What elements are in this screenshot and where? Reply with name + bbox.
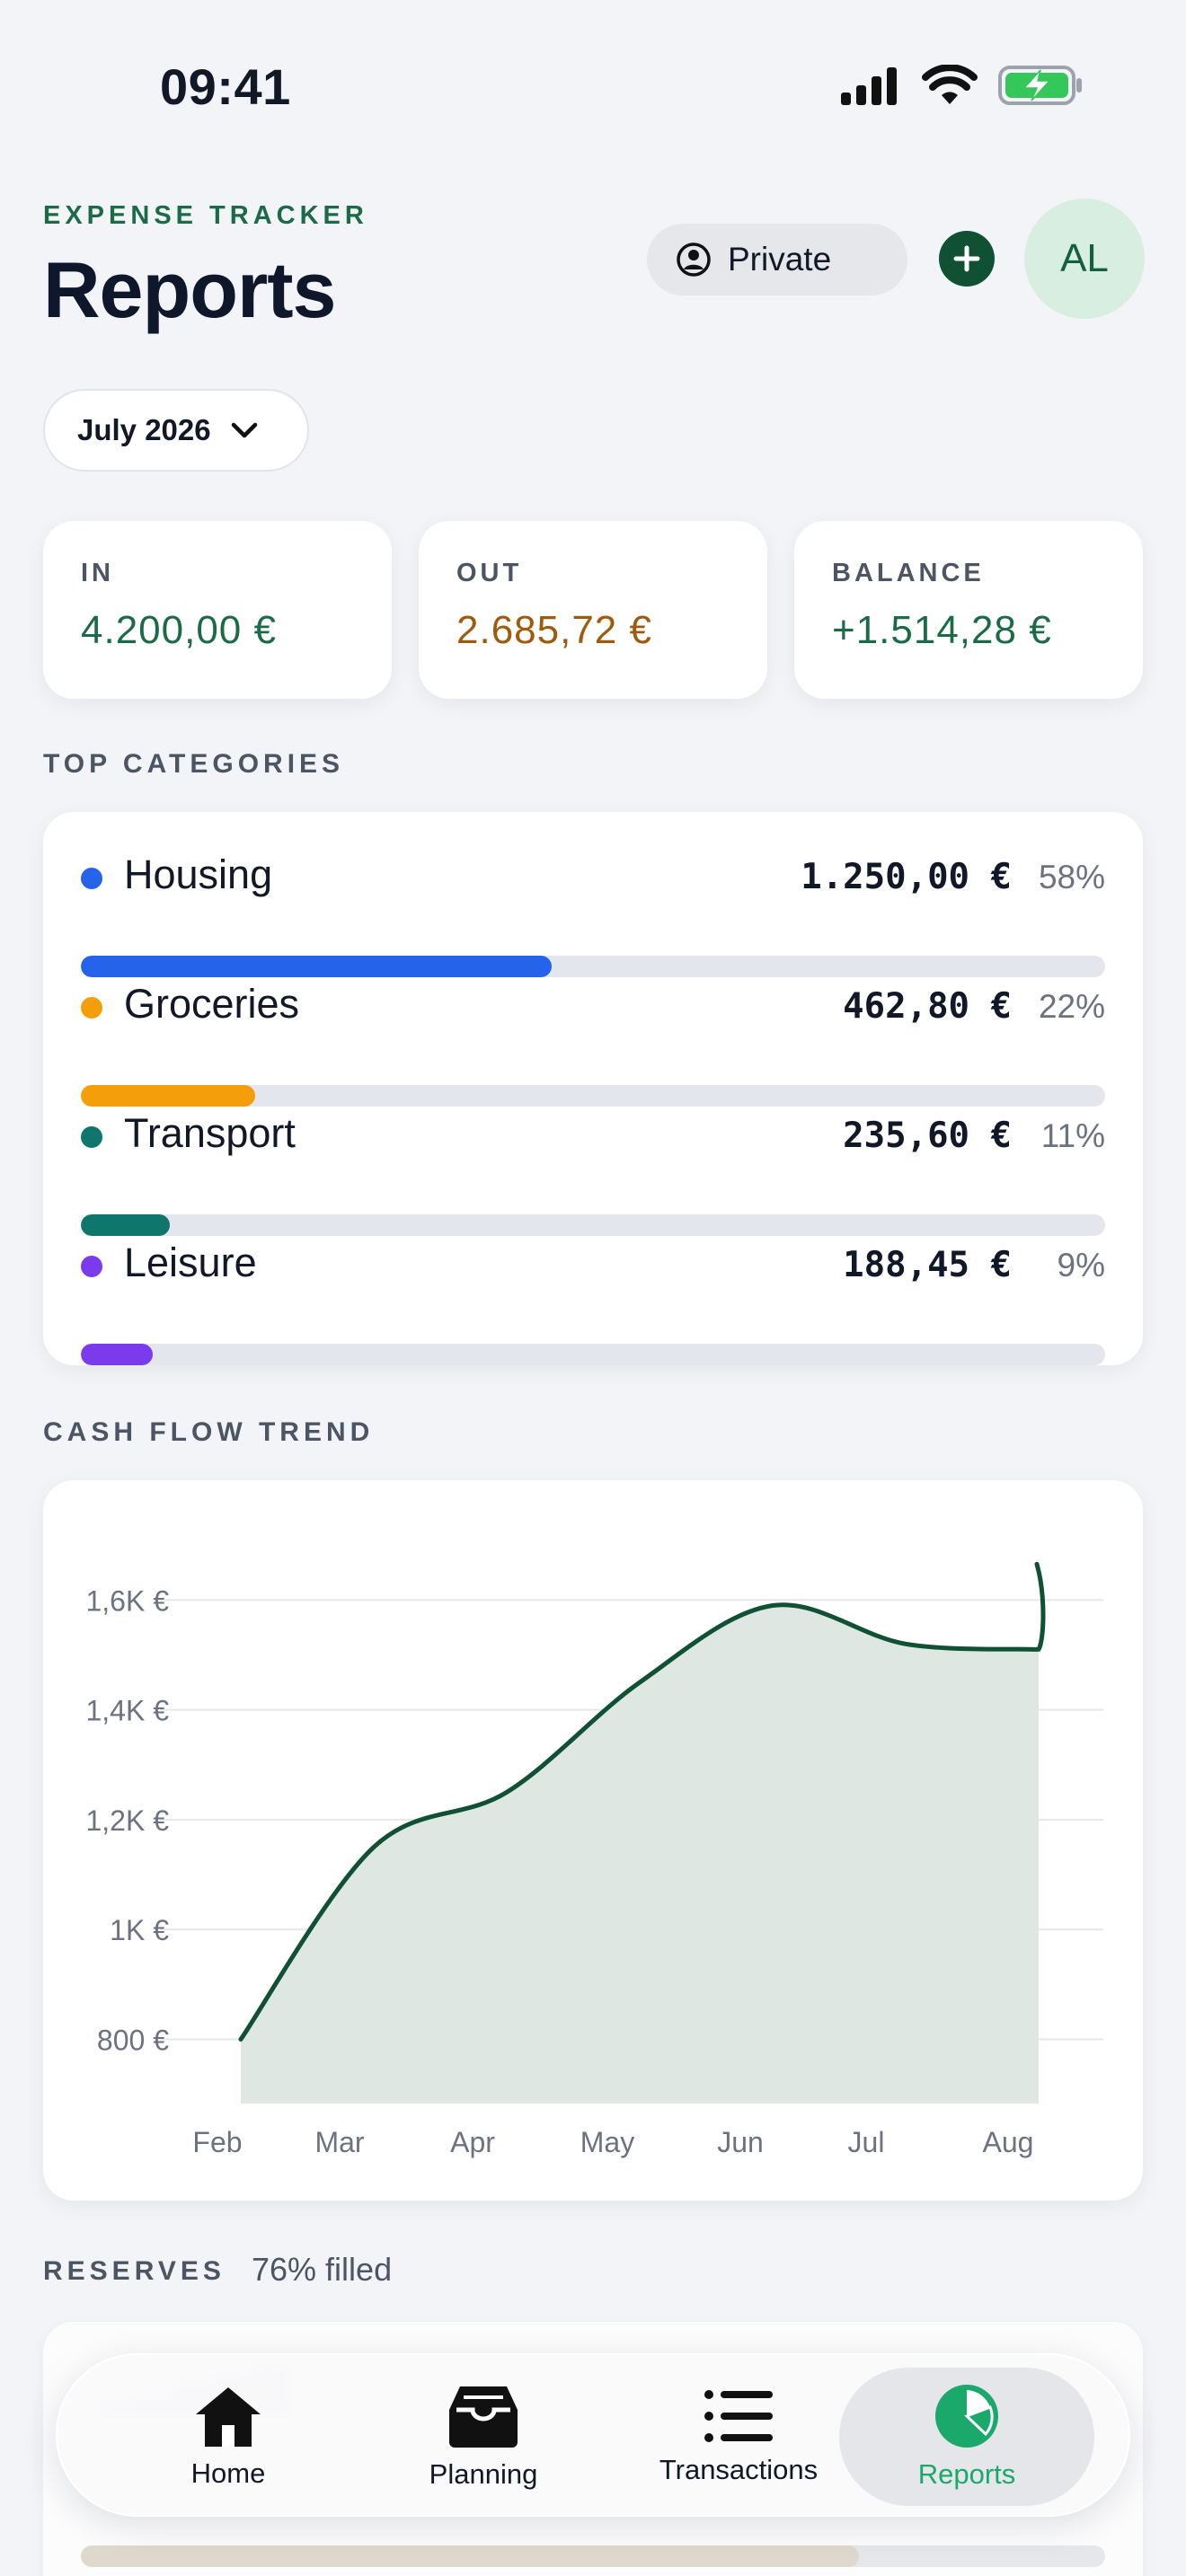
category-dot (81, 997, 102, 1019)
app-eyebrow: EXPENSE TRACKER (43, 201, 368, 230)
category-progress-fill (81, 1344, 153, 1365)
list-icon (704, 2390, 773, 2442)
category-progress-fill (81, 956, 553, 977)
user-circle-icon (677, 243, 711, 277)
avatar-initials: AL (1060, 236, 1109, 280)
summary-out-label: OUT (456, 559, 523, 587)
category-amount: 462,80 € (843, 986, 1012, 1027)
privacy-label: Private (728, 241, 832, 278)
wifi-icon (922, 65, 978, 104)
category-progress-track (81, 956, 1105, 977)
cellular-signal-icon (841, 67, 897, 105)
category-dot (81, 868, 102, 889)
category-amount: 235,60 € (843, 1116, 1012, 1156)
avatar[interactable]: AL (1024, 198, 1145, 319)
summary-card-balance: BALANCE +1.514,28 € (794, 521, 1143, 699)
period-label: July 2026 (77, 413, 211, 446)
category-progress-fill (81, 1214, 171, 1236)
home-icon (196, 2387, 261, 2447)
x-tick-label: Apr (450, 2126, 495, 2158)
reserves-title: RESERVES (43, 2256, 226, 2286)
x-tick-label: Mar (314, 2126, 364, 2158)
category-dot (81, 1126, 102, 1148)
status-icons (839, 65, 1084, 106)
category-progress-track (81, 1344, 1105, 1365)
category-amount: 1.250,00 € (801, 857, 1012, 897)
pie-chart-icon (935, 2385, 998, 2448)
category-progress-track (81, 1214, 1105, 1236)
y-tick-label: 1,2K € (85, 1804, 169, 1837)
top-categories-title: TOP CATEGORIES (43, 749, 345, 779)
cash-flow-title: CASH FLOW TREND (43, 1417, 375, 1447)
add-button[interactable] (939, 231, 995, 287)
x-tick-label: May (580, 2126, 634, 2158)
category-row-groceries[interactable]: Groceries 462,80 € 22% (81, 977, 1105, 1107)
summary-in-label: IN (81, 559, 114, 587)
chart-area-fill (241, 1604, 1039, 2104)
category-name: Transport (124, 1110, 296, 1156)
battery-charging-icon (998, 66, 1082, 105)
page-title: Reports (43, 245, 336, 334)
category-progress-fill (81, 1085, 255, 1107)
status-time: 09:41 (160, 58, 291, 115)
summary-in-value: 4.200,00 € (81, 608, 277, 652)
x-tick-label: Feb (192, 2126, 242, 2158)
tab-label: Planning (429, 2458, 538, 2490)
summary-out-value: 2.685,72 € (456, 608, 652, 652)
reserves-progress-fill (81, 2545, 860, 2567)
category-name: Groceries (124, 981, 300, 1027)
y-tick-label: 800 € (97, 2025, 169, 2057)
top-categories-card: Housing 1.250,00 € 58% Groceries 462,80 … (43, 812, 1143, 1365)
category-name: Leisure (124, 1239, 257, 1285)
privacy-toggle-button[interactable]: Private (647, 224, 907, 296)
y-tick-label: 1,4K € (85, 1695, 169, 1727)
tab-home[interactable]: Home (101, 2368, 356, 2506)
tab-label: Home (190, 2457, 266, 2489)
x-tick-label: Jun (717, 2126, 764, 2158)
cash-flow-chart: 800 € 1K € 1,2K € 1,4K € 1,6K € Feb Mar Apr May J… (85, 1561, 1103, 2158)
category-percent: 11% (1040, 1117, 1105, 1154)
category-row-housing[interactable]: Housing 1.250,00 € 58% (81, 848, 1105, 977)
tab-label: Transactions (659, 2454, 819, 2485)
chart-series-line (238, 1561, 1046, 2042)
category-row-transport[interactable]: Transport 235,60 € 11% (81, 1107, 1105, 1236)
y-tick-label: 1K € (110, 1914, 169, 1946)
category-percent: 58% (1038, 859, 1105, 895)
x-tick-label: Aug (983, 2126, 1034, 2158)
period-select[interactable]: July 2026 (43, 389, 309, 472)
summary-balance-label: BALANCE (832, 559, 985, 587)
category-percent: 22% (1038, 988, 1105, 1025)
category-row-leisure[interactable]: Leisure 188,45 € 9% (81, 1236, 1105, 1365)
chevron-down-icon (231, 422, 257, 438)
tab-transactions[interactable]: Transactions (611, 2368, 866, 2506)
x-tick-label: Jul (848, 2126, 885, 2158)
cash-flow-chart-card: 800 € 1K € 1,2K € 1,4K € 1,6K € Feb Mar Apr May J… (43, 1480, 1143, 2201)
reserves-filled-label: 76% filled (252, 2251, 393, 2288)
category-name: Housing (124, 851, 273, 897)
inbox-icon (449, 2386, 518, 2448)
tab-bar: Home Planning Transactions Reports (56, 2353, 1130, 2517)
category-dot (81, 1256, 102, 1277)
category-progress-track (81, 1085, 1105, 1107)
reserves-progress-track (81, 2545, 1105, 2567)
y-tick-label: 1,6K € (85, 1584, 169, 1617)
summary-balance-value: +1.514,28 € (832, 608, 1052, 652)
category-amount: 188,45 € (843, 1245, 1012, 1285)
tab-label: Reports (917, 2458, 1016, 2490)
plus-icon (953, 245, 980, 272)
summary-card-out: OUT 2.685,72 € (419, 521, 767, 699)
tab-planning[interactable]: Planning (356, 2368, 611, 2506)
summary-card-in: IN 4.200,00 € (43, 521, 392, 699)
category-percent: 9% (1057, 1247, 1105, 1284)
tab-reports[interactable]: Reports (839, 2368, 1094, 2506)
